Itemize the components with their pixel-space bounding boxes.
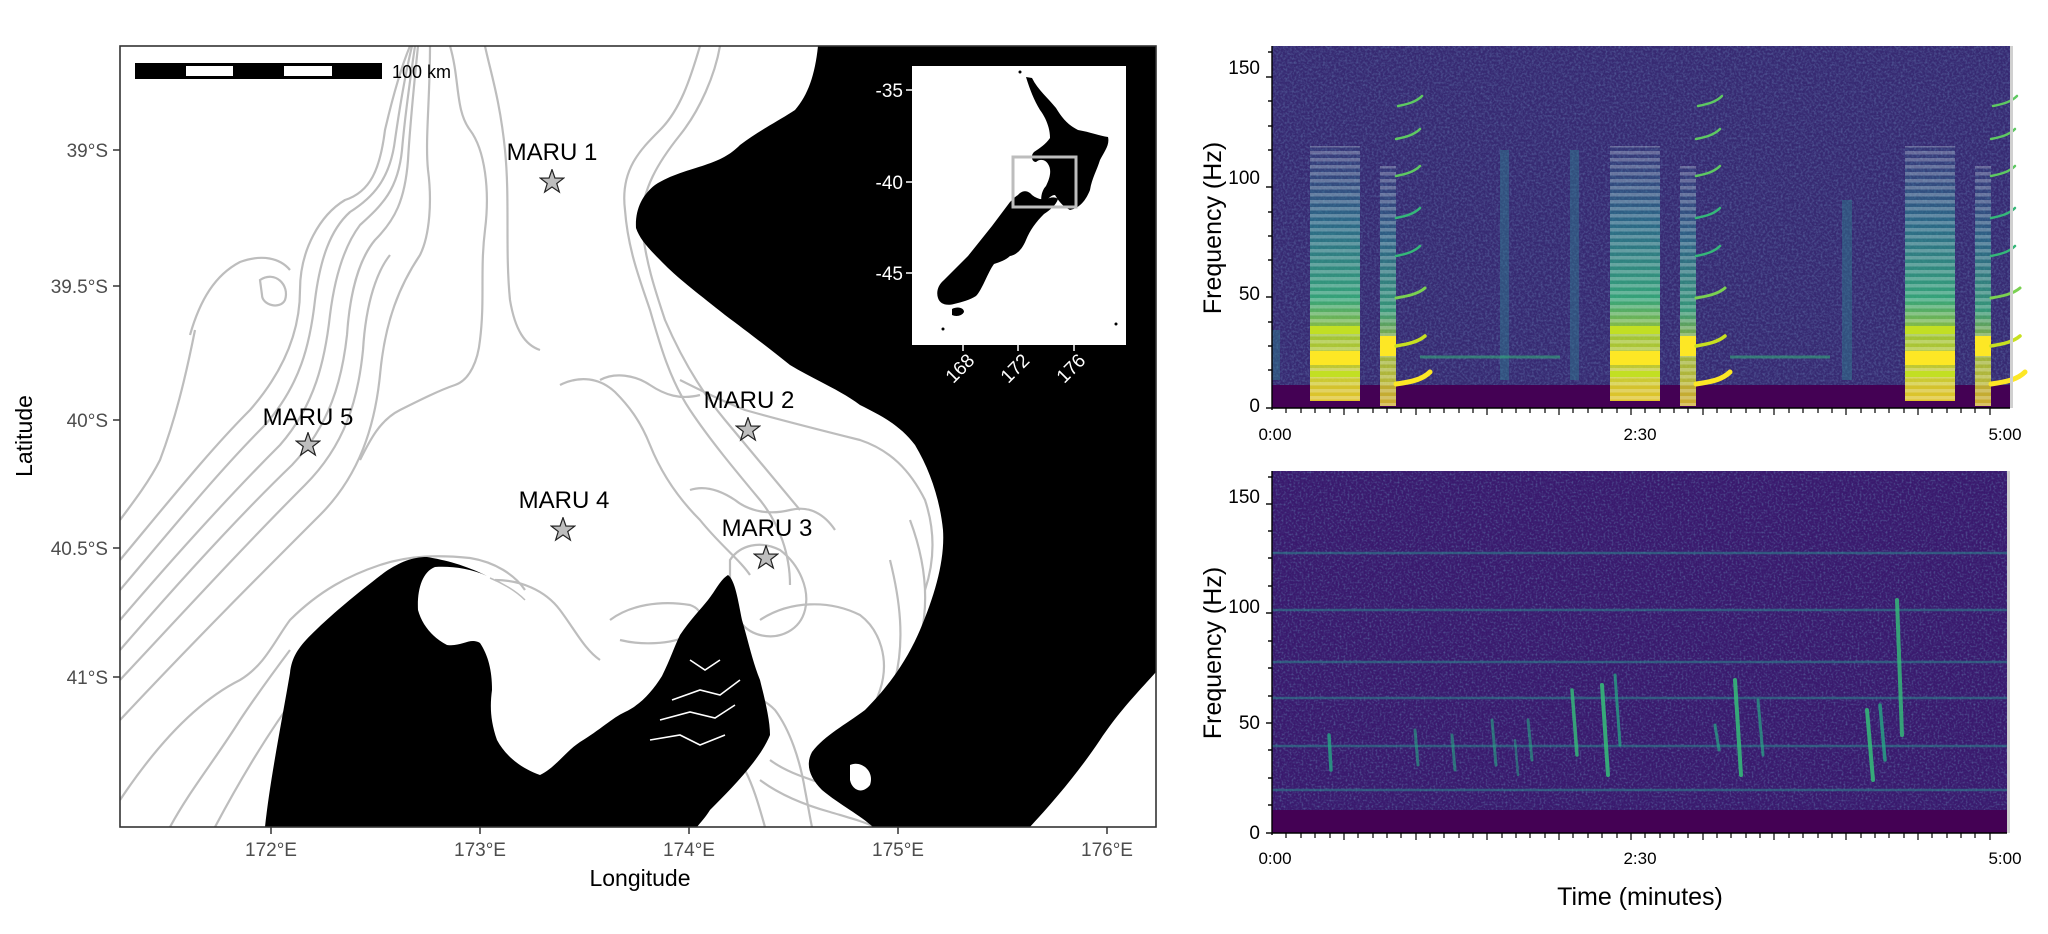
inset-nz-north-island (1026, 77, 1109, 210)
inset-y-tick-2: -45 (876, 264, 903, 285)
maru-3-label: MARU 3 (722, 515, 813, 542)
maru-5-label: MARU 5 (263, 404, 354, 431)
bottom-x-tick-start: 0:00 (1258, 849, 1291, 868)
sounds-inlets (649, 659, 741, 746)
top-x-tick-mid: 2:30 (1623, 425, 1656, 444)
y-tick-40-5: 40.5°S (51, 539, 108, 560)
x-tick-174: 174°E (663, 840, 715, 861)
south-island-land (265, 557, 770, 827)
maru-2-label: MARU 2 (704, 387, 795, 414)
downsweep-calls (1327, 598, 1904, 782)
bottom-x-tick-end: 5:00 (1988, 849, 2021, 868)
x-tick-175: 175°E (872, 840, 924, 861)
bottom-y-axis-title: Frequency (Hz) (1199, 567, 1227, 739)
map-border (119, 45, 1157, 828)
top-y-tick-150: 150 (1228, 58, 1260, 79)
scale-bar-label: 100 km (392, 62, 451, 82)
bathymetry-contours (120, 46, 1156, 827)
bottom-y-tick-0: 0 (1249, 823, 1260, 844)
maru-4-label: MARU 4 (519, 487, 610, 514)
y-tick-41: 41°S (67, 668, 108, 689)
maru-stations: MARU 1 MARU 2 MARU 3 MARU 4 MARU 5 (263, 139, 813, 569)
bottom-y-tick-150: 150 (1228, 487, 1260, 508)
top-x-tick-start: 0:00 (1258, 425, 1291, 444)
spectrogram-panels: 150 100 50 0 0:00 2:30 5:00 Frequency (H… (1199, 46, 2048, 911)
inset-y-tick-0: -35 (876, 81, 903, 102)
y-tick-39: 39°S (67, 141, 108, 162)
top-y-tick-100: 100 (1228, 168, 1260, 189)
study-area-box (1011, 155, 1078, 209)
map-panel: 100 km MARU 1 MARU 2 MARU 3 MARU 4 MARU … (11, 45, 1157, 891)
x-tick-176: 176°E (1081, 840, 1133, 861)
inset-nz-south-island (937, 191, 1058, 305)
bottom-time-ticks (1285, 833, 1991, 840)
bottom-y-tick-50: 50 (1239, 713, 1260, 734)
maru-1-label: MARU 1 (507, 139, 598, 166)
scale-bar: 100 km (135, 62, 451, 82)
map-y-axis-title: Latitude (11, 395, 37, 477)
map-x-axis-title: Longitude (589, 865, 690, 891)
spectrogram-bottom (1272, 471, 2010, 833)
time-axis-title: Time (minutes) (1557, 883, 1723, 911)
x-tick-173: 173°E (454, 840, 506, 861)
bottom-x-tick-mid: 2:30 (1623, 849, 1656, 868)
top-y-axis-title: Frequency (Hz) (1199, 142, 1227, 314)
x-tick-172: 172°E (245, 840, 297, 861)
top-y-tick-50: 50 (1239, 284, 1260, 305)
inset-map: -35 -40 -45 168 172 176 (876, 66, 1126, 388)
top-x-tick-end: 5:00 (1988, 425, 2021, 444)
y-tick-40: 40°S (67, 411, 108, 432)
top-y-tick-0: 0 (1249, 396, 1260, 417)
inset-y-tick-1: -40 (876, 173, 903, 194)
y-tick-39-5: 39.5°S (51, 277, 108, 298)
top-time-ticks (1285, 408, 1991, 415)
spectrogram-top (1272, 46, 2025, 408)
bottom-y-tick-100: 100 (1228, 597, 1260, 618)
